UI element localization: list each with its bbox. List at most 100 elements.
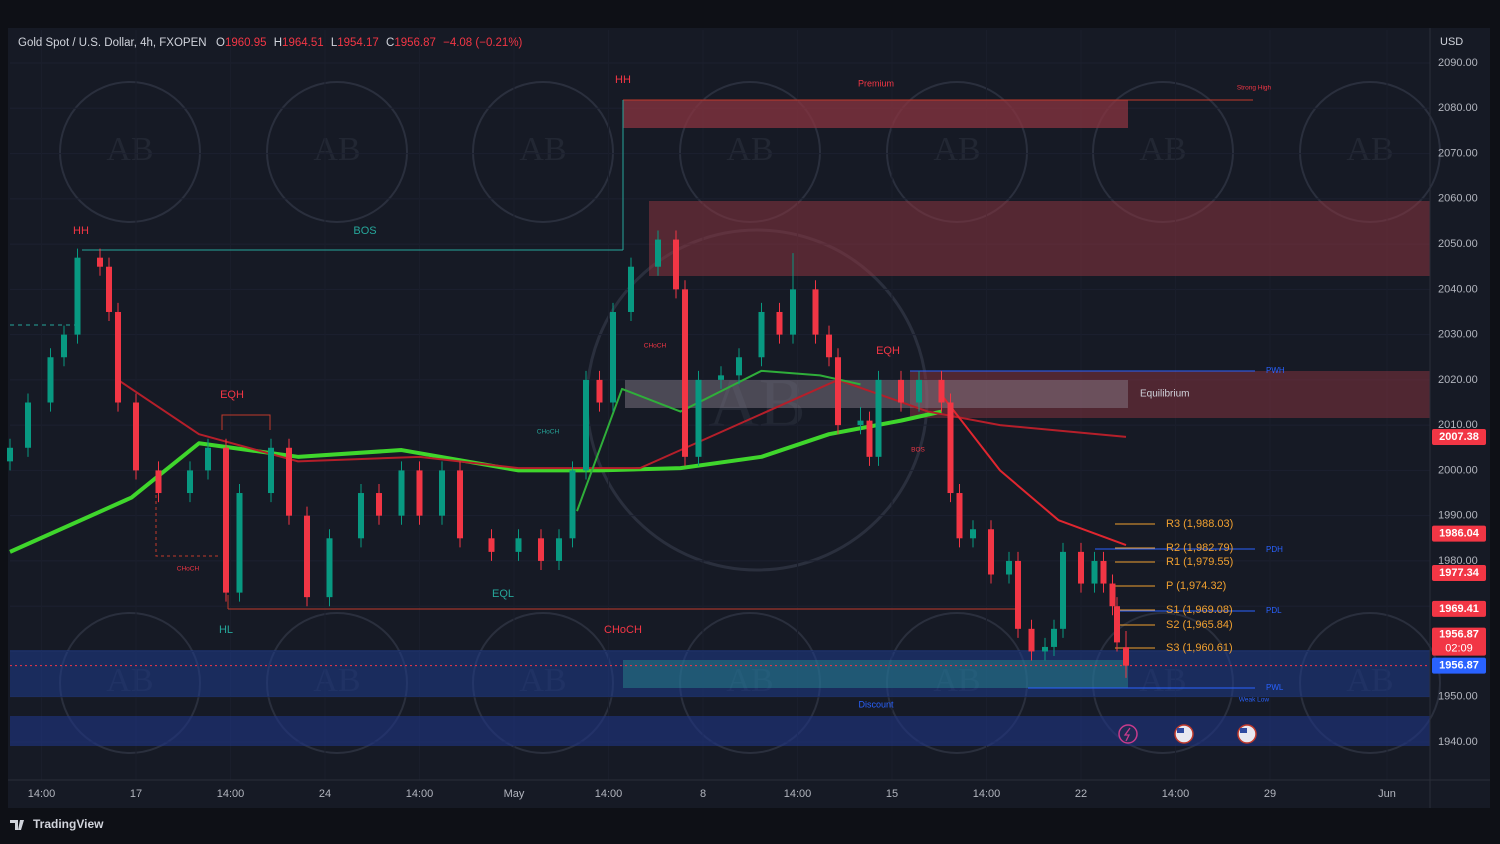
candle-body <box>61 334 67 358</box>
candle-body <box>835 357 841 426</box>
candle-body <box>790 289 796 335</box>
candle-body <box>1006 560 1012 575</box>
level-label: PWH <box>1266 366 1285 375</box>
x-tick-label: 17 <box>130 788 142 800</box>
brand[interactable]: TradingView <box>33 817 104 831</box>
level-label: PDH <box>1266 545 1283 554</box>
x-tick-label: 14:00 <box>1162 788 1190 800</box>
countdown-bg <box>1432 627 1486 656</box>
candle-body <box>556 538 562 561</box>
watermark-ring <box>59 81 201 223</box>
event-icon[interactable] <box>1174 724 1194 744</box>
price-label-bg <box>1432 525 1486 542</box>
candle-body <box>826 334 832 358</box>
y-tick-label: 2070.00 <box>1438 147 1478 159</box>
y-tick-label: 1990.00 <box>1438 510 1478 522</box>
candle-body <box>1042 646 1048 652</box>
ohlc-value: 1956.87 <box>394 37 436 49</box>
x-tick-label: 14:00 <box>406 788 434 800</box>
ohlc-label: H <box>274 37 282 49</box>
x-tick-label: 22 <box>1075 788 1087 800</box>
level-label: PDL <box>1266 606 1282 615</box>
annotation: EQL <box>492 588 514 600</box>
x-tick-label: 14:00 <box>784 788 812 800</box>
zone-label: Equilibrium <box>1140 389 1189 400</box>
price-label: 1969.41 <box>1439 603 1479 615</box>
candle-body <box>875 379 882 457</box>
annotation: BOS <box>353 225 376 237</box>
candle-body <box>1015 560 1021 629</box>
candle-body <box>223 447 229 593</box>
candle-body <box>236 493 243 593</box>
ohlc-label: C <box>386 37 394 49</box>
price-label: 1956.87 <box>1439 660 1479 672</box>
candle-body <box>205 447 211 471</box>
y-tick-label: 2090.00 <box>1438 57 1478 69</box>
pivot-label: S3 (1,960.61) <box>1166 642 1233 654</box>
logo <box>10 820 24 830</box>
candle-body <box>515 538 522 552</box>
annotation: CHoCH <box>604 624 642 636</box>
candle-body <box>97 257 103 267</box>
annotation: EQH <box>876 345 900 357</box>
x-tick-label: 8 <box>700 788 706 800</box>
annotation: HH <box>615 74 631 86</box>
candle-body <box>457 470 463 539</box>
watermark: AB <box>313 131 360 168</box>
moving-average <box>940 394 1127 547</box>
x-tick-label: May <box>504 788 525 800</box>
price-label-bg <box>1432 600 1486 617</box>
countdown-timer: 02:09 <box>1445 643 1473 655</box>
candle-body <box>416 470 423 516</box>
candle-body <box>133 402 139 471</box>
candle-body <box>583 379 589 471</box>
supply-zone <box>649 201 1430 276</box>
candle-body <box>682 289 688 457</box>
x-tick-label: 15 <box>886 788 898 800</box>
flag <box>1177 728 1184 733</box>
candle-body <box>25 402 31 448</box>
pivot-label: P (1,974.32) <box>1166 580 1226 592</box>
candle-body <box>1078 551 1084 584</box>
watermark: AB <box>1346 131 1393 168</box>
watermark-ring <box>472 81 614 223</box>
candle-body <box>655 239 661 267</box>
moving-average <box>9 409 942 554</box>
currency: USD <box>1440 36 1463 48</box>
candle-body <box>776 311 783 335</box>
watermark-ring <box>266 81 408 223</box>
y-tick-label: 2060.00 <box>1438 193 1478 205</box>
candle-body <box>326 538 333 598</box>
pivot-label: R3 (1,988.03) <box>1166 518 1233 530</box>
choch-box <box>155 495 218 557</box>
candle-body <box>376 493 382 516</box>
candle-body <box>398 470 405 516</box>
event-icon[interactable] <box>1237 724 1257 744</box>
supply-zone <box>910 371 1430 418</box>
candle-body <box>956 493 963 539</box>
demand-zone <box>10 716 1430 746</box>
level-label: PWL <box>1266 683 1284 692</box>
change: −4.08 (−0.21%) <box>443 37 522 49</box>
annotation: BOS <box>911 447 925 454</box>
candle-body <box>488 538 495 552</box>
premium-zone <box>623 100 1128 128</box>
annotation: HH <box>73 225 89 237</box>
candle-body <box>866 420 873 457</box>
candle-body <box>1100 560 1107 584</box>
candle-body <box>106 266 112 312</box>
x-tick-label: Jun <box>1378 788 1396 800</box>
ohlc-value: 1960.95 <box>225 37 267 49</box>
candle-body <box>812 289 819 335</box>
pivot-label: S2 (1,965.84) <box>1166 619 1233 631</box>
annotation: EQH <box>220 389 244 401</box>
y-tick-label: 1950.00 <box>1438 691 1478 703</box>
candle-body <box>610 311 616 403</box>
price-label-bg <box>1432 429 1486 446</box>
y-tick-label: 2080.00 <box>1438 102 1478 114</box>
event-icon[interactable] <box>1118 724 1138 744</box>
candle-body <box>439 470 445 516</box>
x-tick-label: 14:00 <box>595 788 623 800</box>
